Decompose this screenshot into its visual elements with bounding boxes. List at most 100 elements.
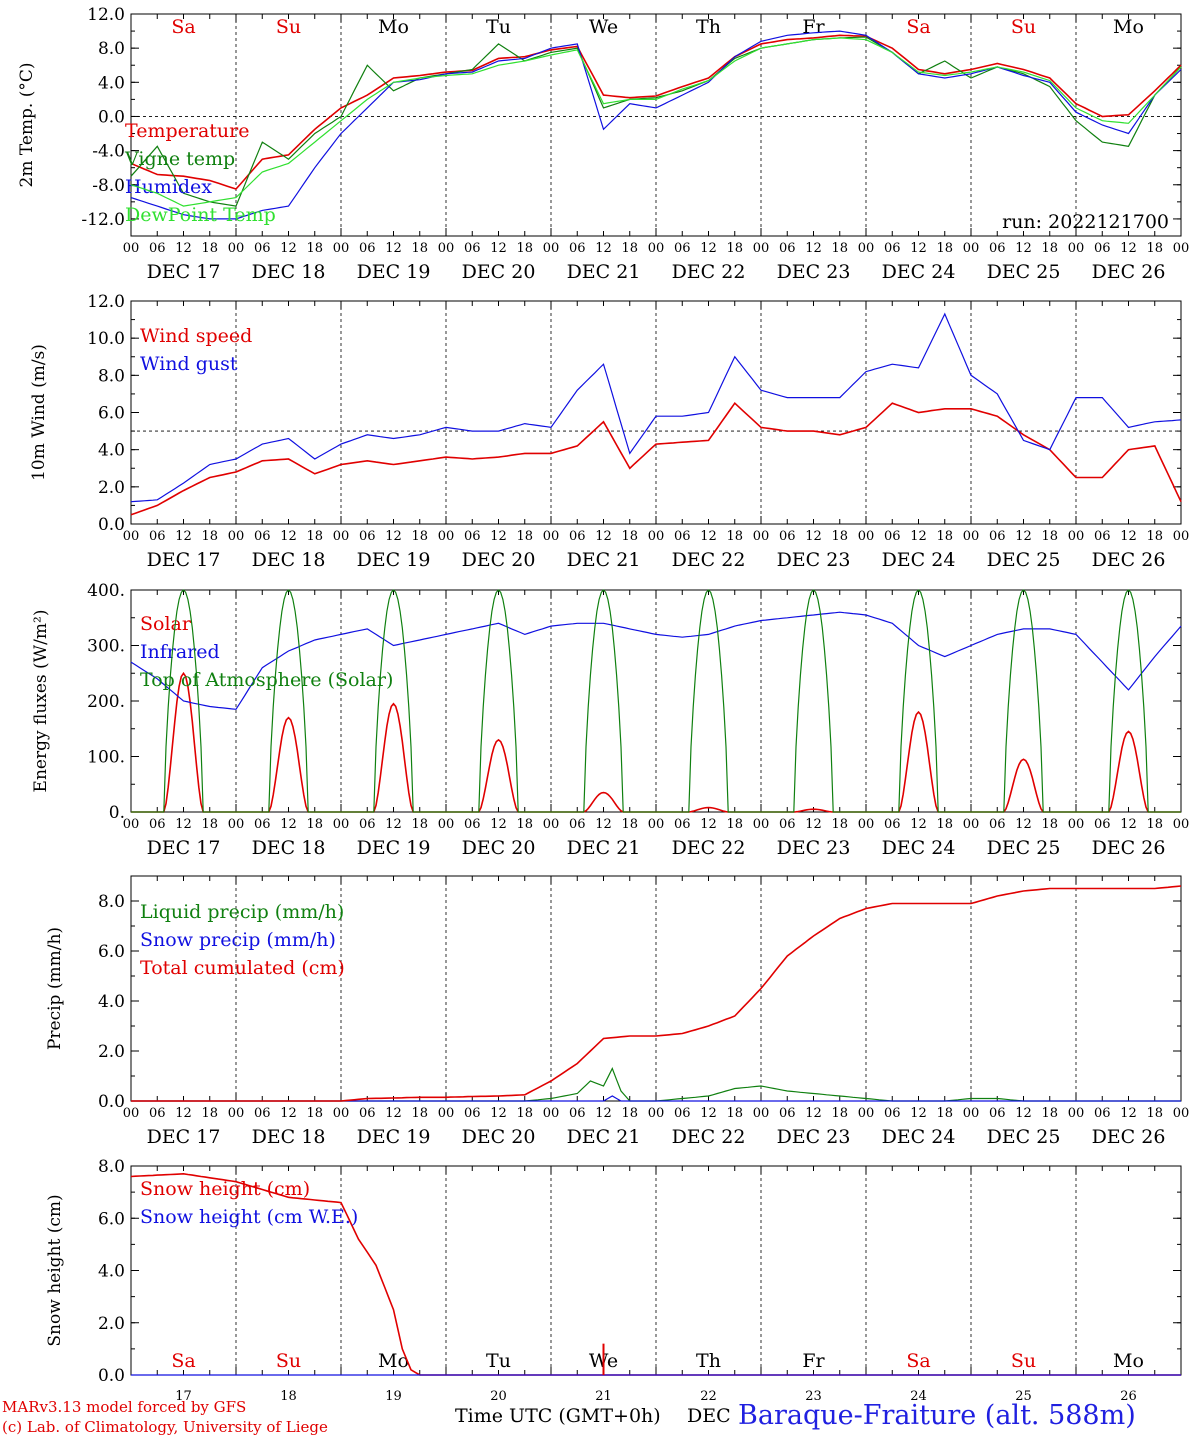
hour-tick-label: 00 [123, 241, 140, 256]
x-axis-title: Time UTC (GMT+0h) [455, 1405, 661, 1427]
date-label: DEC 19 [357, 837, 431, 859]
hour-tick-label: 18 [621, 241, 638, 256]
hour-tick-label: 00 [753, 241, 770, 256]
hour-tick-label: 12 [175, 529, 192, 544]
hour-tick-label: 12 [700, 529, 717, 544]
hour-tick-label: 00 [228, 241, 245, 256]
day-number-label: 21 [595, 1389, 612, 1404]
hour-tick-label: 12 [280, 529, 297, 544]
y-axis-label: 2m Temp. (°C) [17, 62, 37, 187]
hour-tick-label: 00 [648, 1106, 665, 1121]
date-label: DEC 26 [1092, 837, 1166, 859]
hour-tick-label: 12 [490, 529, 507, 544]
hour-tick-label: 12 [805, 817, 822, 832]
hour-tick-label: 00 [333, 241, 350, 256]
date-label: DEC 20 [462, 1126, 536, 1148]
hour-tick-label: 06 [674, 529, 691, 544]
date-label: DEC 25 [987, 1126, 1061, 1148]
hour-tick-label: 00 [753, 1106, 770, 1121]
date-label: DEC 26 [1092, 549, 1166, 571]
series-line-infrared [130, 611, 1182, 710]
y-tick-label: -4.0 [92, 142, 125, 162]
hour-tick-label: 12 [595, 241, 612, 256]
hour-tick-label: 00 [963, 241, 980, 256]
y-tick-label: 4.0 [98, 73, 125, 93]
weekday-label: We [589, 16, 618, 38]
hour-tick-label: 18 [621, 1106, 638, 1121]
hour-tick-label: 18 [831, 817, 848, 832]
hour-tick-label: 18 [1146, 241, 1163, 256]
weekday-label: Th [696, 1350, 721, 1372]
hour-tick-label: 18 [1146, 529, 1163, 544]
hour-tick-label: 18 [726, 1106, 743, 1121]
hour-tick-label: 00 [438, 241, 455, 256]
series-line-wind-gust [130, 312, 1182, 503]
date-label: DEC 20 [462, 549, 536, 571]
date-label: DEC 23 [777, 549, 851, 571]
legend-entry: Snow height (cm) [140, 1178, 310, 1200]
date-label: DEC 21 [567, 261, 641, 283]
hour-tick-label: 06 [464, 1106, 481, 1121]
hour-tick-label: 00 [858, 817, 875, 832]
hour-tick-label: 00 [1068, 1106, 1085, 1121]
weekday-label: Tu [486, 16, 511, 38]
y-axis-label: 10m Wind (m/s) [29, 344, 49, 481]
hour-tick-label: 00 [753, 817, 770, 832]
hour-tick-label: 00 [333, 817, 350, 832]
hour-tick-label: 18 [621, 817, 638, 832]
hour-tick-label: 06 [569, 241, 586, 256]
hour-tick-label: 12 [910, 241, 927, 256]
hour-tick-label: 18 [306, 241, 323, 256]
y-tick-label: 4.0 [98, 441, 125, 461]
y-tick-label: -8.0 [92, 176, 125, 196]
date-label: DEC 20 [462, 837, 536, 859]
legend-entry: DewPoint Temp [125, 204, 276, 226]
hour-tick-label: 18 [201, 1106, 218, 1121]
hour-tick-label: 06 [884, 817, 901, 832]
hour-tick-label: 00 [1068, 817, 1085, 832]
weekday-label: Mo [378, 1350, 409, 1372]
day-number-label: 23 [805, 1389, 822, 1404]
weekday-label: Fr [802, 1350, 825, 1372]
hour-tick-label: 18 [936, 241, 953, 256]
hour-tick-label: 06 [359, 817, 376, 832]
hour-tick-label: 18 [936, 529, 953, 544]
hour-tick-label: 18 [516, 1106, 533, 1121]
hour-tick-label: 12 [385, 529, 402, 544]
hour-tick-label: 06 [359, 529, 376, 544]
day-number-label: 25 [1015, 1389, 1032, 1404]
hour-tick-label: 06 [674, 817, 691, 832]
hour-tick-label: 06 [884, 241, 901, 256]
hour-tick-label: 00 [123, 817, 140, 832]
day-number-label: 22 [700, 1389, 717, 1404]
hour-tick-label: 18 [306, 1106, 323, 1121]
series-line-humidex [130, 30, 1182, 220]
hour-tick-label: 00 [753, 529, 770, 544]
hour-tick-label: 12 [1120, 241, 1137, 256]
y-tick-label: 2.0 [98, 1042, 125, 1062]
y-tick-label: 8.0 [98, 892, 125, 912]
y-tick-label: 2.0 [98, 1314, 125, 1334]
hour-tick-label: 06 [779, 529, 796, 544]
date-label: DEC 26 [1092, 1126, 1166, 1148]
date-label: DEC 22 [672, 837, 746, 859]
hour-tick-label: 12 [1015, 1106, 1032, 1121]
hour-tick-label: 12 [700, 1106, 717, 1121]
hour-tick-label: 00 [333, 529, 350, 544]
y-tick-label: 2.0 [98, 478, 125, 498]
hour-tick-label: 00 [1173, 529, 1190, 544]
day-number-label: 18 [280, 1389, 297, 1404]
date-label: DEC 18 [252, 1126, 326, 1148]
weekday-label: Sa [171, 16, 195, 38]
date-label: DEC 18 [252, 261, 326, 283]
hour-tick-label: 06 [1094, 529, 1111, 544]
hour-tick-label: 00 [648, 817, 665, 832]
weekday-label: Th [696, 16, 721, 38]
hour-tick-label: 12 [805, 241, 822, 256]
day-number-label: 26 [1120, 1389, 1137, 1404]
date-label: DEC 17 [147, 549, 221, 571]
hour-tick-label: 06 [569, 817, 586, 832]
hour-tick-label: 18 [1041, 1106, 1058, 1121]
y-tick-label: 10.0 [87, 329, 125, 349]
weekday-label: Sa [171, 1350, 195, 1372]
